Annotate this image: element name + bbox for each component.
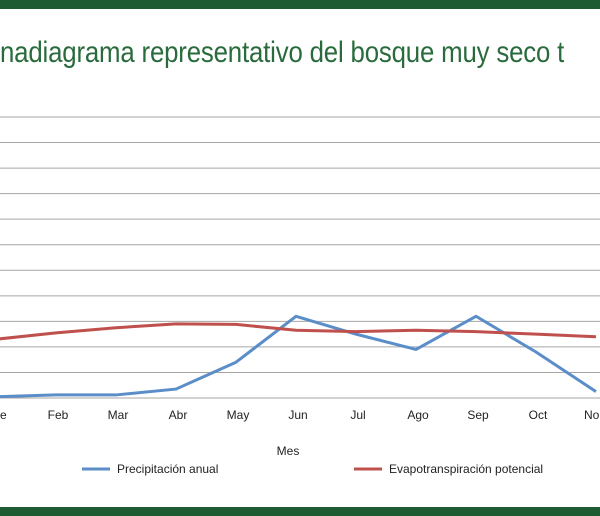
gridlines (0, 116, 600, 399)
series-line-evapotranspiration (0, 322, 597, 341)
series-lines (0, 314, 597, 399)
x-tick-label: May (227, 408, 250, 422)
chart-panel (0, 9, 600, 507)
x-tick-label: Sep (467, 408, 489, 422)
x-tick-label: Oct (529, 408, 548, 422)
legend-label-precipitation: Precipitación anual (117, 462, 218, 476)
x-axis-title: Mes (277, 444, 300, 458)
legend-label-evapotranspiration: Evapotranspiración potencial (389, 462, 543, 476)
x-tick-label: Jul (350, 408, 365, 422)
x-tick-label: Ago (407, 408, 429, 422)
x-tick-label: e (0, 408, 7, 422)
series-line-precipitation (0, 314, 597, 399)
x-tick-label: Feb (48, 408, 69, 422)
x-tick-label: No (584, 408, 600, 422)
x-axis-tick-labels: e Feb Mar Abr May Jun Jul Ago Sep Oct No (0, 408, 600, 422)
legend: Precipitación anual Evapotranspiración p… (82, 462, 543, 476)
x-tick-label: Abr (169, 408, 188, 422)
x-tick-label: Mar (108, 408, 129, 422)
x-tick-label: Jun (288, 408, 307, 422)
chart-title: nadiagrama representativo del bosque muy… (0, 36, 565, 69)
